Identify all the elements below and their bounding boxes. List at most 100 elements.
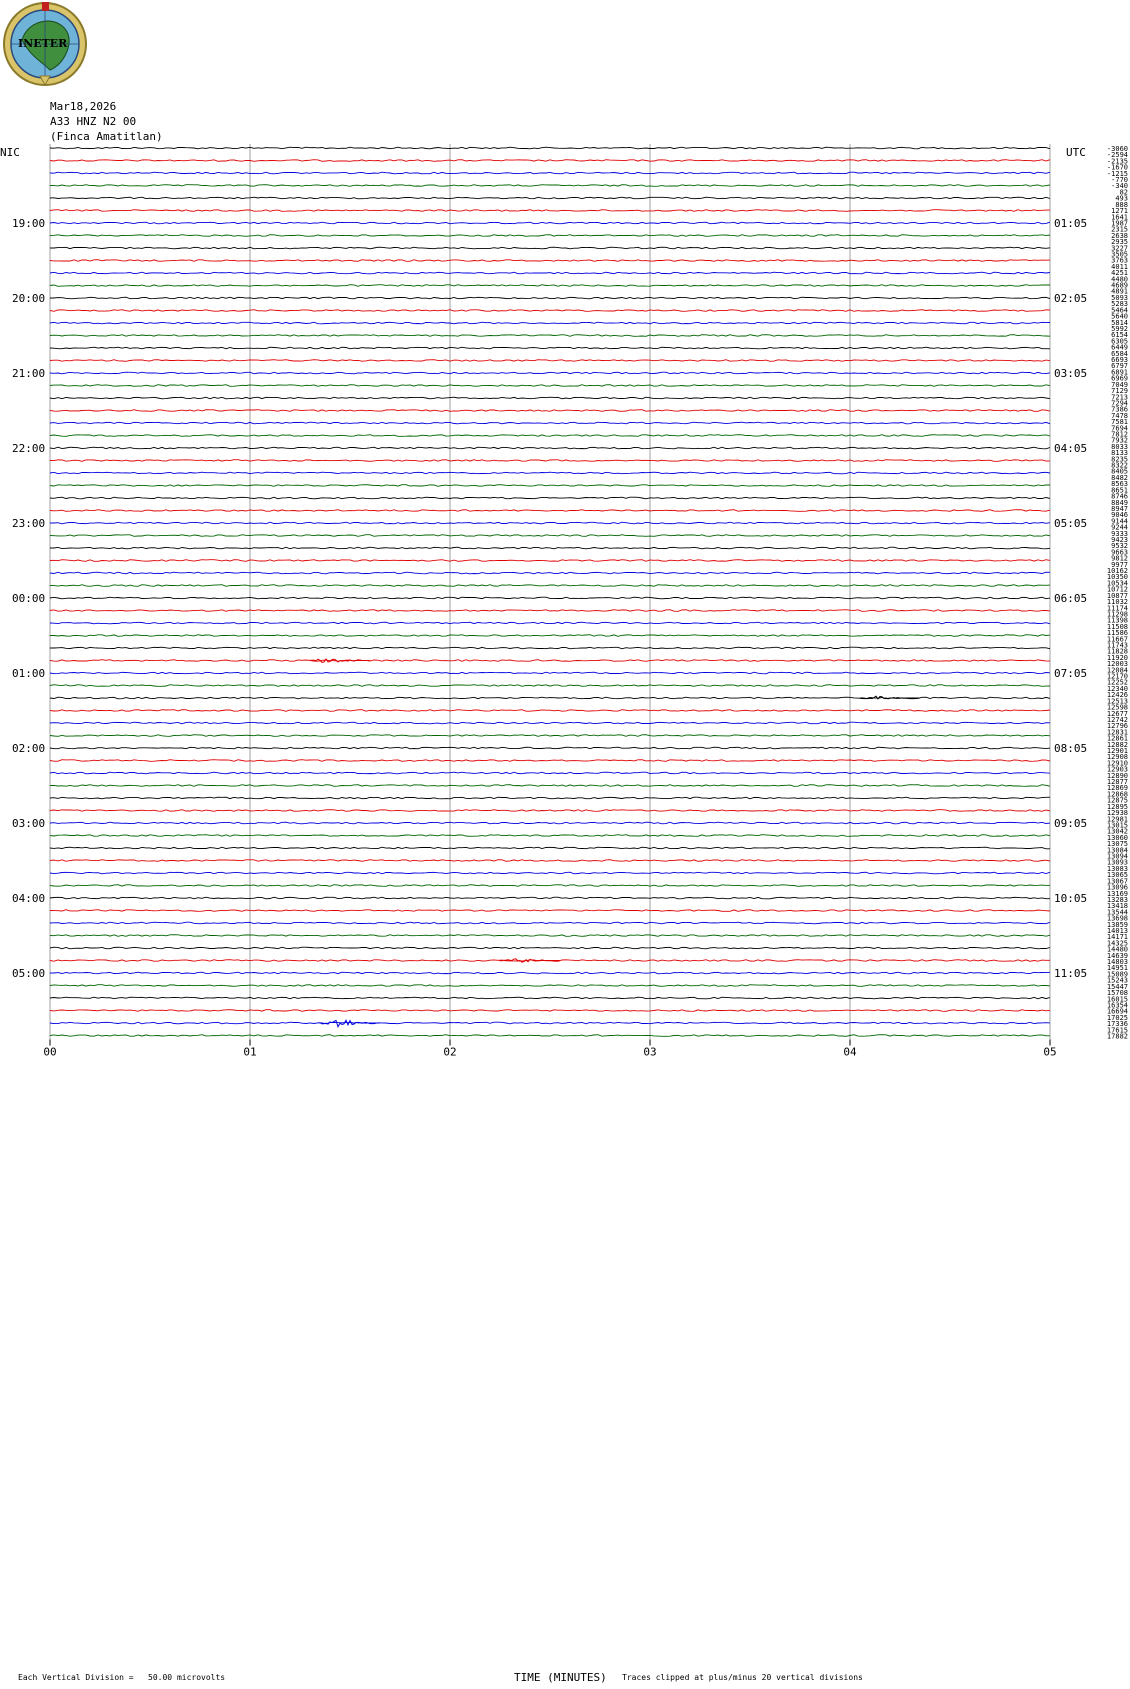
trace-offset-value: 12742 bbox=[1107, 716, 1128, 724]
trace-offset-value: 12252 bbox=[1107, 679, 1128, 687]
x-tick-label: 00 bbox=[43, 1046, 56, 1059]
trace-offset-value: 9977 bbox=[1111, 561, 1128, 569]
trace-offset-value: 16015 bbox=[1107, 995, 1128, 1003]
trace-offset-value: 7812 bbox=[1111, 431, 1128, 439]
trace-offset-value: 17615 bbox=[1107, 1026, 1128, 1034]
trace-line bbox=[49, 796, 1051, 800]
trace-line bbox=[49, 596, 1051, 600]
trace-offset-value: 5464 bbox=[1111, 306, 1128, 314]
x-tick-label: 01 bbox=[243, 1046, 256, 1059]
trace-offset-value: 14803 bbox=[1107, 958, 1128, 966]
trace-offset-value: 12796 bbox=[1107, 722, 1128, 730]
trace-line bbox=[49, 609, 1051, 612]
trace-offset-value: 14951 bbox=[1107, 964, 1128, 972]
trace-offset-value: 8563 bbox=[1111, 480, 1128, 488]
trace-offset-value: 10712 bbox=[1107, 586, 1128, 594]
trace-line bbox=[49, 559, 1051, 562]
trace-offset-value: 8033 bbox=[1111, 443, 1128, 451]
trace-offset-value: 13060 bbox=[1107, 834, 1128, 842]
trace-offset-value: 13859 bbox=[1107, 921, 1128, 929]
trace-offset-value: 15447 bbox=[1107, 983, 1128, 991]
right-hour-label: 03:05 bbox=[1054, 367, 1087, 380]
trace-offset-value: 3505 bbox=[1111, 251, 1128, 259]
trace-offset-value: 8322 bbox=[1111, 462, 1128, 470]
trace-offset-value: 13169 bbox=[1107, 890, 1128, 898]
trace-offset-value: 11586 bbox=[1107, 629, 1128, 637]
trace-offset-value: 16354 bbox=[1107, 1002, 1128, 1010]
trace-offset-value: 14480 bbox=[1107, 946, 1128, 954]
trace-offset-value: 13042 bbox=[1107, 828, 1128, 836]
trace-line bbox=[49, 684, 1051, 687]
trace-line bbox=[49, 809, 1051, 812]
trace-offset-value: 12598 bbox=[1107, 704, 1128, 712]
date-label: Mar18,2026 bbox=[50, 100, 117, 113]
trace-offset-value: 8482 bbox=[1111, 474, 1128, 482]
trace-line bbox=[49, 459, 1051, 462]
trace-offset-value: 10877 bbox=[1107, 592, 1128, 600]
left-hour-label: 02:00 bbox=[12, 742, 45, 755]
trace-offset-value: 7694 bbox=[1111, 424, 1128, 432]
trace-offset-value: 6693 bbox=[1111, 356, 1128, 364]
right-hour-label: 07:05 bbox=[1054, 667, 1087, 680]
x-tick-label: 02 bbox=[443, 1046, 456, 1059]
trace-line bbox=[49, 484, 1050, 487]
trace-offset-value: 9532 bbox=[1111, 542, 1128, 550]
trace-offset-value: -1670 bbox=[1107, 164, 1128, 172]
trace-line bbox=[49, 584, 1051, 587]
trace-offset-value: 7294 bbox=[1111, 400, 1128, 408]
trace-offset-value: 9423 bbox=[1111, 536, 1128, 544]
trace-offset-value: 11920 bbox=[1107, 654, 1128, 662]
trace-offset-value: 2315 bbox=[1111, 226, 1128, 234]
trace-offset-value: 6154 bbox=[1111, 331, 1128, 339]
right-hour-label: 05:05 bbox=[1054, 517, 1087, 530]
trace-line bbox=[49, 421, 1051, 425]
trace-line bbox=[49, 659, 1051, 662]
trace-offset-value: 14013 bbox=[1107, 927, 1128, 935]
trace-offset-value: 11743 bbox=[1107, 642, 1128, 650]
trace-line bbox=[49, 384, 1051, 387]
left-hour-label: 23:00 bbox=[12, 517, 45, 530]
trace-offset-value: 6797 bbox=[1111, 362, 1128, 370]
trace-line bbox=[49, 921, 1051, 925]
trace-line bbox=[49, 784, 1051, 787]
trace-line bbox=[49, 884, 1051, 887]
trace-line bbox=[49, 321, 1051, 325]
left-hour-label: 04:00 bbox=[12, 892, 45, 905]
trace-offset-value: 12003 bbox=[1107, 660, 1128, 668]
trace-line bbox=[49, 509, 1051, 512]
trace-offset-value: 12895 bbox=[1107, 803, 1128, 811]
trace-offset-value: 6891 bbox=[1111, 368, 1128, 376]
trace-offset-value: 13015 bbox=[1107, 822, 1128, 830]
trace-offset-value: 8746 bbox=[1111, 493, 1128, 501]
trace-offset-value: 1987 bbox=[1111, 220, 1128, 228]
trace-line bbox=[49, 396, 1051, 400]
trace-line bbox=[49, 359, 1051, 362]
trace-offset-value: -3060 bbox=[1107, 145, 1128, 153]
trace-offset-value: 13094 bbox=[1107, 853, 1128, 861]
trace-offset-value: 5283 bbox=[1111, 300, 1128, 308]
trace-offset-value: 12901 bbox=[1107, 747, 1128, 755]
trace-offset-value: 9244 bbox=[1111, 524, 1128, 532]
trace-offset-value: 13075 bbox=[1107, 840, 1128, 848]
trace-line bbox=[50, 296, 1051, 300]
trace-line bbox=[50, 634, 1051, 637]
trace-offset-value: 17025 bbox=[1107, 1014, 1128, 1022]
trace-line bbox=[49, 984, 1051, 987]
trace-offset-value: 16694 bbox=[1107, 1008, 1128, 1016]
trace-line bbox=[49, 871, 1051, 875]
trace-offset-value: 15089 bbox=[1107, 970, 1128, 978]
trace-line bbox=[49, 471, 1051, 475]
trace-offset-value: 11398 bbox=[1107, 617, 1128, 625]
left-hour-label: 20:00 bbox=[12, 292, 45, 305]
trace-offset-value: 12890 bbox=[1107, 772, 1128, 780]
trace-line bbox=[49, 571, 1051, 575]
trace-offset-value: 6305 bbox=[1111, 337, 1128, 345]
scale-note: Each Vertical Division = 50.00 microvolt… bbox=[18, 1673, 226, 1682]
trace-line bbox=[49, 821, 1051, 825]
trace-line bbox=[49, 621, 1051, 625]
trace-offset-value: 1271 bbox=[1111, 207, 1128, 215]
trace-offset-value: 15708 bbox=[1107, 989, 1128, 997]
ineter-logo: INETER bbox=[2, 0, 88, 87]
trace-offset-value: 4011 bbox=[1111, 263, 1128, 271]
trace-offset-value: -770 bbox=[1111, 176, 1128, 184]
